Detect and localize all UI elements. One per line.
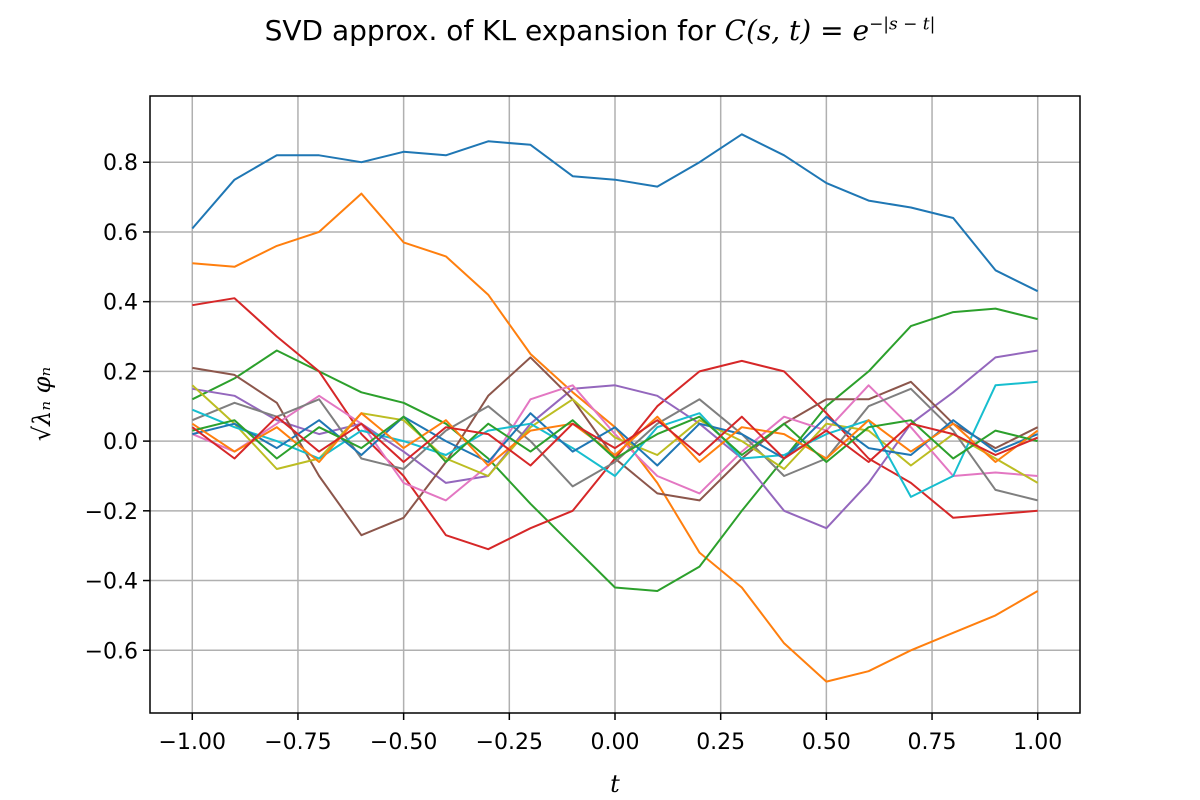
series-line-13 xyxy=(192,415,1038,463)
series-line-14 xyxy=(191,415,1039,467)
series-line-8 xyxy=(191,387,1038,502)
x-tick-label: 0.50 xyxy=(802,730,851,755)
y-tick-label: 0.8 xyxy=(103,151,138,176)
ticks: −1.00 −0.75 −0.50 −0.25 0.00 0.25 0.50 0.75 1.00… xyxy=(85,151,1063,755)
grid xyxy=(150,96,1080,713)
x-axis-title: t xyxy=(610,770,620,798)
x-tick-label: 1.00 xyxy=(1013,730,1062,755)
y-tick-label: −0.4 xyxy=(85,570,138,595)
series-line-7 xyxy=(191,384,1038,502)
series-line-11 xyxy=(192,412,1039,467)
series-line-12 xyxy=(191,412,1039,467)
series-layer xyxy=(191,133,1039,683)
x-tick-label: 0.00 xyxy=(591,730,640,755)
y-tick-label: 0.2 xyxy=(103,360,138,385)
title-prefix: SVD approx. of KL expansion for xyxy=(264,14,725,47)
y-tick-label: 0.4 xyxy=(103,291,138,316)
y-tick-label: 0.0 xyxy=(103,430,138,455)
y-tick-label: −0.2 xyxy=(85,500,138,525)
x-tick-label: −1.00 xyxy=(159,730,226,755)
x-tick-label: 0.75 xyxy=(908,730,957,755)
x-tick-label: −0.25 xyxy=(476,730,543,755)
y-tick-label: 0.6 xyxy=(103,221,138,246)
x-tick-label: −0.75 xyxy=(264,730,331,755)
series-line-10 xyxy=(191,380,1038,498)
x-tick-label: −0.50 xyxy=(370,730,437,755)
y-tick-label: −0.6 xyxy=(85,639,138,664)
y-axis-title: √λₙ φₙ xyxy=(28,367,56,441)
title-math: C(s, t) = e xyxy=(724,14,870,47)
title-exponent: −|s − t| xyxy=(869,14,936,35)
series-line-3 xyxy=(191,307,1038,592)
x-tick-label: 0.25 xyxy=(696,730,745,755)
series-line-1 xyxy=(191,133,1039,293)
chart-title: SVD approx. of KL expansion for C(s, t) … xyxy=(0,14,1200,47)
